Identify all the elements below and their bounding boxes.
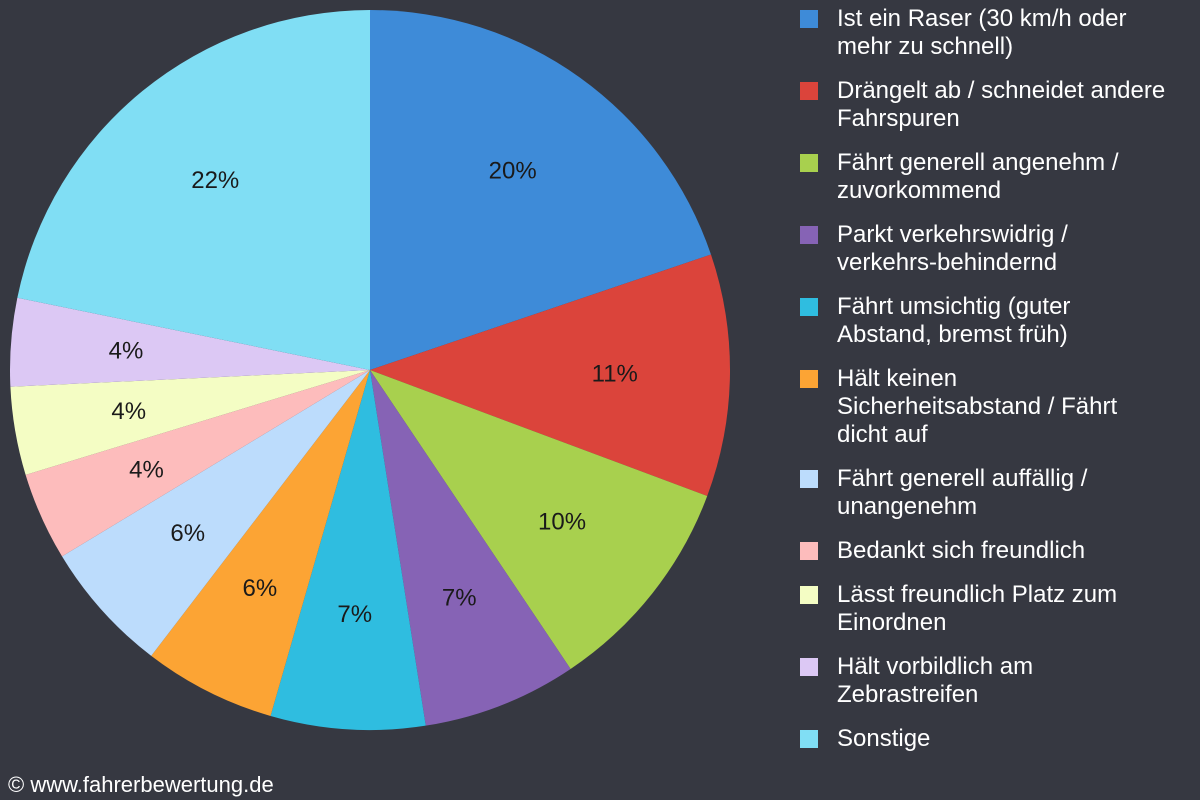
pie-slice-4	[370, 370, 571, 726]
pie-labels: 20% 11% 10% 7% 7% 6% 6% 4% 4% 4% 22%	[109, 158, 638, 628]
legend: Ist ein Raser (30 km/h oder mehr zu schne…	[800, 5, 1195, 769]
legend-label-line: Hält keinen	[837, 365, 958, 392]
legend-label-line: Bedankt sich freundlich	[837, 537, 1086, 564]
slice-label-7: 6%	[170, 520, 205, 547]
slice-label-9: 4%	[111, 398, 146, 425]
legend-item: Bedankt sich freundlich	[800, 537, 1195, 565]
slice-label-10: 4%	[109, 337, 144, 364]
legend-label: Fährt generell auffällig / unangenehm	[837, 465, 1087, 521]
legend-label-line: verkehrs-behindernd	[837, 249, 1058, 276]
legend-swatch	[800, 730, 818, 748]
legend-swatch	[800, 226, 818, 244]
legend-label: Bedankt sich freundlich	[837, 537, 1085, 565]
slice-label-8: 4%	[129, 456, 164, 483]
legend-label-line: Einordnen	[837, 609, 947, 636]
slice-label-4: 7%	[442, 584, 477, 611]
pie-slice-10	[10, 297, 371, 387]
legend-swatch	[800, 370, 818, 388]
pie-slice-9	[10, 370, 370, 475]
legend-swatch	[800, 154, 818, 172]
legend-label-line: Lässt freundlich Platz zum	[837, 581, 1118, 608]
pie-slice-2	[370, 254, 731, 497]
legend-label: Fährt umsichtig (guter Abstand, bremst fr…	[837, 293, 1070, 349]
legend-label: Fährt generell angenehm / zuvorkommend	[837, 149, 1119, 205]
legend-label-line: Hält vorbildlich am	[837, 653, 1034, 680]
legend-label-line: Drängelt ab / schneidet andere	[837, 77, 1166, 104]
legend-item: Drängelt ab / schneidet andere Fahrspuren	[800, 77, 1195, 133]
legend-swatch	[800, 586, 818, 604]
legend-label: Drängelt ab / schneidet andere Fahrspuren	[837, 77, 1165, 133]
pie-slices	[10, 10, 731, 731]
source-credit: © www.fahrerbewertung.de	[8, 772, 274, 797]
legend-swatch	[800, 298, 818, 316]
legend-label: Parkt verkehrswidrig / verkehrs-behindern…	[837, 221, 1068, 277]
pie-slice-7	[62, 370, 370, 656]
slice-label-11: 22%	[191, 167, 239, 194]
legend-swatch	[800, 82, 818, 100]
legend-swatch	[800, 10, 818, 28]
legend-label-line: Fährt generell auffällig /	[837, 465, 1088, 492]
pie-slice-6	[151, 370, 370, 716]
legend-label-line: Fährt generell angenehm /	[837, 149, 1119, 176]
legend-label-line: Zebrastreifen	[837, 681, 979, 708]
legend-item: Sonstige	[800, 725, 1195, 753]
legend-item: Hält vorbildlich am Zebrastreifen	[800, 653, 1195, 709]
pie-slice-8	[25, 370, 371, 557]
pie-chart: 20% 11% 10% 7% 7% 6% 6% 4% 4% 4% 22%	[10, 10, 731, 731]
legend-label: Hält keinen Sicherheitsabstand / Fährt dic…	[837, 365, 1117, 449]
legend-label-line: Abstand, bremst früh)	[837, 321, 1068, 348]
pie-slice-3	[370, 370, 708, 669]
legend-swatch	[800, 658, 818, 676]
legend-item: Fährt generell angenehm / zuvorkommend	[800, 149, 1195, 205]
legend-swatch	[800, 470, 818, 488]
pie-slice-5	[270, 370, 426, 731]
legend-label: Lässt freundlich Platz zum Einordnen	[837, 581, 1117, 637]
pie-slice-1	[370, 10, 711, 370]
legend-label-line: Fährt umsichtig (guter	[837, 293, 1071, 320]
legend-label-line: unangenehm	[837, 493, 978, 520]
legend-label-line: Parkt verkehrswidrig /	[837, 221, 1068, 248]
pie-slice-11	[17, 10, 370, 370]
legend-label-line: dicht auf	[837, 421, 928, 448]
legend-item: Ist ein Raser (30 km/h oder mehr zu schne…	[800, 5, 1195, 61]
slice-label-5: 7%	[337, 601, 372, 628]
legend-label-line: Ist ein Raser (30 km/h oder	[837, 5, 1127, 32]
legend-label-line: Sonstige	[837, 725, 931, 752]
legend-label: Hält vorbildlich am Zebrastreifen	[837, 653, 1033, 709]
legend-label-line: Sicherheitsabstand / Fährt	[837, 393, 1118, 420]
slice-label-3: 10%	[538, 508, 586, 535]
legend-label-line: mehr zu schnell)	[837, 33, 1014, 60]
slice-label-1: 20%	[489, 158, 537, 185]
legend-item: Fährt umsichtig (guter Abstand, bremst fr…	[800, 293, 1195, 349]
legend-item: Parkt verkehrswidrig / verkehrs-behindern…	[800, 221, 1195, 277]
legend-label-line: Fahrspuren	[837, 105, 960, 132]
slice-label-6: 6%	[243, 575, 278, 602]
legend-swatch	[800, 542, 818, 560]
legend-item: Hält keinen Sicherheitsabstand / Fährt dic…	[800, 365, 1195, 449]
slice-label-2: 11%	[592, 360, 638, 387]
legend-label: Sonstige	[837, 725, 930, 753]
legend-label: Ist ein Raser (30 km/h oder mehr zu schne…	[837, 5, 1126, 61]
legend-label-line: zuvorkommend	[837, 177, 1002, 204]
legend-item: Lässt freundlich Platz zum Einordnen	[800, 581, 1195, 637]
legend-item: Fährt generell auffällig / unangenehm	[800, 465, 1195, 521]
